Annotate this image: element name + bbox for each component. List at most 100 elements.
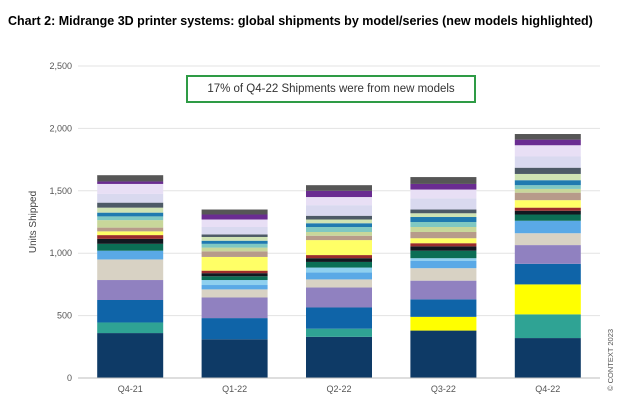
bar-segment — [410, 222, 477, 227]
bar-segment — [410, 316, 477, 331]
bar-segment — [306, 226, 372, 232]
annotation-text: 17% of Q4-22 Shipments were from new mod… — [207, 83, 455, 95]
bar-segment — [97, 280, 164, 300]
bar-segment — [410, 231, 477, 239]
bar-segment — [514, 263, 581, 285]
bar-stacks — [97, 134, 581, 378]
bar-segment — [201, 247, 268, 252]
bar-segment — [306, 307, 372, 329]
bar-segment — [410, 217, 477, 222]
bar-segment — [201, 240, 268, 244]
bar-segment — [201, 234, 268, 237]
bar-segment — [306, 336, 372, 378]
bar-segment — [514, 210, 581, 215]
bar-segment — [410, 177, 477, 184]
bar-segment — [97, 183, 164, 194]
bar-segment — [514, 185, 581, 189]
y-tick-label: 1,000 — [49, 248, 72, 258]
bar-segment — [201, 270, 268, 274]
x-tick-label: Q3-22 — [431, 384, 456, 394]
bar-segment — [306, 272, 372, 280]
bar-segment — [410, 280, 477, 300]
bar-segment — [410, 238, 477, 244]
bar-segment — [306, 219, 372, 224]
bar-segment — [201, 339, 268, 378]
bar-segment — [410, 189, 477, 199]
bar-segment — [97, 207, 164, 213]
bar-segment — [201, 209, 268, 215]
bar-segment — [514, 207, 581, 211]
bar-segment — [97, 333, 164, 378]
bar-segment — [97, 259, 164, 281]
bar-stack-q4-21 — [97, 175, 164, 378]
bar-segment — [410, 246, 477, 251]
bar-segment — [514, 173, 581, 181]
y-tick-label: 1,500 — [49, 186, 72, 196]
y-tick-label: 0 — [67, 373, 72, 383]
bar-segment — [201, 280, 268, 286]
bar-segment — [514, 284, 581, 315]
bar-segment — [410, 226, 477, 232]
bar-segment — [514, 200, 581, 208]
bar-segment — [306, 231, 372, 236]
y-axis-ticks: 0 500 1,000 1,500 2,000 2,500 — [49, 61, 72, 383]
copyright-label: © CONTEXT 2023 — [606, 329, 615, 391]
x-axis-ticks: Q4-21 Q1-22 Q2-22 Q3-22 Q4-22 — [118, 384, 561, 394]
bar-segment — [306, 287, 372, 308]
bar-segment — [410, 213, 477, 218]
annotation-box: 17% of Q4-22 Shipments were from new mod… — [186, 75, 476, 103]
bar-segment — [410, 260, 477, 269]
bar-segment — [514, 139, 581, 146]
bar-segment — [201, 276, 268, 281]
bar-segment — [201, 256, 268, 271]
bar-segment — [306, 279, 372, 288]
bar-segment — [201, 251, 268, 257]
bar-segment — [97, 175, 164, 182]
bar-segment — [97, 250, 164, 260]
bar-segment — [306, 205, 372, 216]
bar-segment — [514, 188, 581, 193]
y-axis-label: Units Shipped — [28, 191, 39, 253]
bar-segment — [306, 197, 372, 206]
bar-segment — [97, 235, 164, 239]
bar-segment — [306, 215, 372, 220]
bar-segment — [97, 300, 164, 323]
chart-title: Chart 2: Midrange 3D printer systems: gl… — [8, 14, 593, 28]
bar-segment — [410, 209, 477, 214]
bar-segment — [410, 299, 477, 317]
bar-segment — [97, 243, 164, 251]
bar-stack-q1-22 — [201, 209, 268, 378]
bar-segment — [514, 338, 581, 378]
x-tick-label: Q4-21 — [118, 384, 143, 394]
bar-segment — [514, 314, 581, 339]
bar-segment — [201, 273, 268, 277]
bar-segment — [514, 214, 581, 221]
bar-segment — [514, 220, 581, 234]
bar-segment — [306, 258, 372, 262]
y-tick-label: 500 — [57, 311, 72, 321]
bar-segment — [97, 193, 164, 203]
bar-segment — [306, 190, 372, 198]
bar-segment — [97, 231, 164, 236]
bar-segment — [306, 235, 372, 241]
y-tick-label: 2,500 — [49, 61, 72, 71]
bar-segment — [514, 233, 581, 246]
bar-segment — [410, 250, 477, 259]
bar-segment — [410, 330, 477, 378]
bar-segment — [306, 328, 372, 337]
bar-segment — [306, 261, 372, 268]
bar-segment — [201, 214, 268, 220]
bar-stack-q2-22 — [306, 185, 372, 378]
bar-segment — [97, 202, 164, 208]
bar-segment — [306, 255, 372, 259]
x-tick-label: Q2-22 — [326, 384, 351, 394]
bar-segment — [410, 243, 477, 247]
x-tick-label: Q1-22 — [222, 384, 247, 394]
bar-segment — [97, 212, 164, 217]
bar-segment — [97, 238, 164, 244]
bar-segment — [201, 318, 268, 340]
bar-stack-q3-22 — [410, 177, 477, 378]
bar-segment — [306, 267, 372, 273]
bar-segment — [201, 297, 268, 319]
bar-segment — [514, 192, 581, 201]
